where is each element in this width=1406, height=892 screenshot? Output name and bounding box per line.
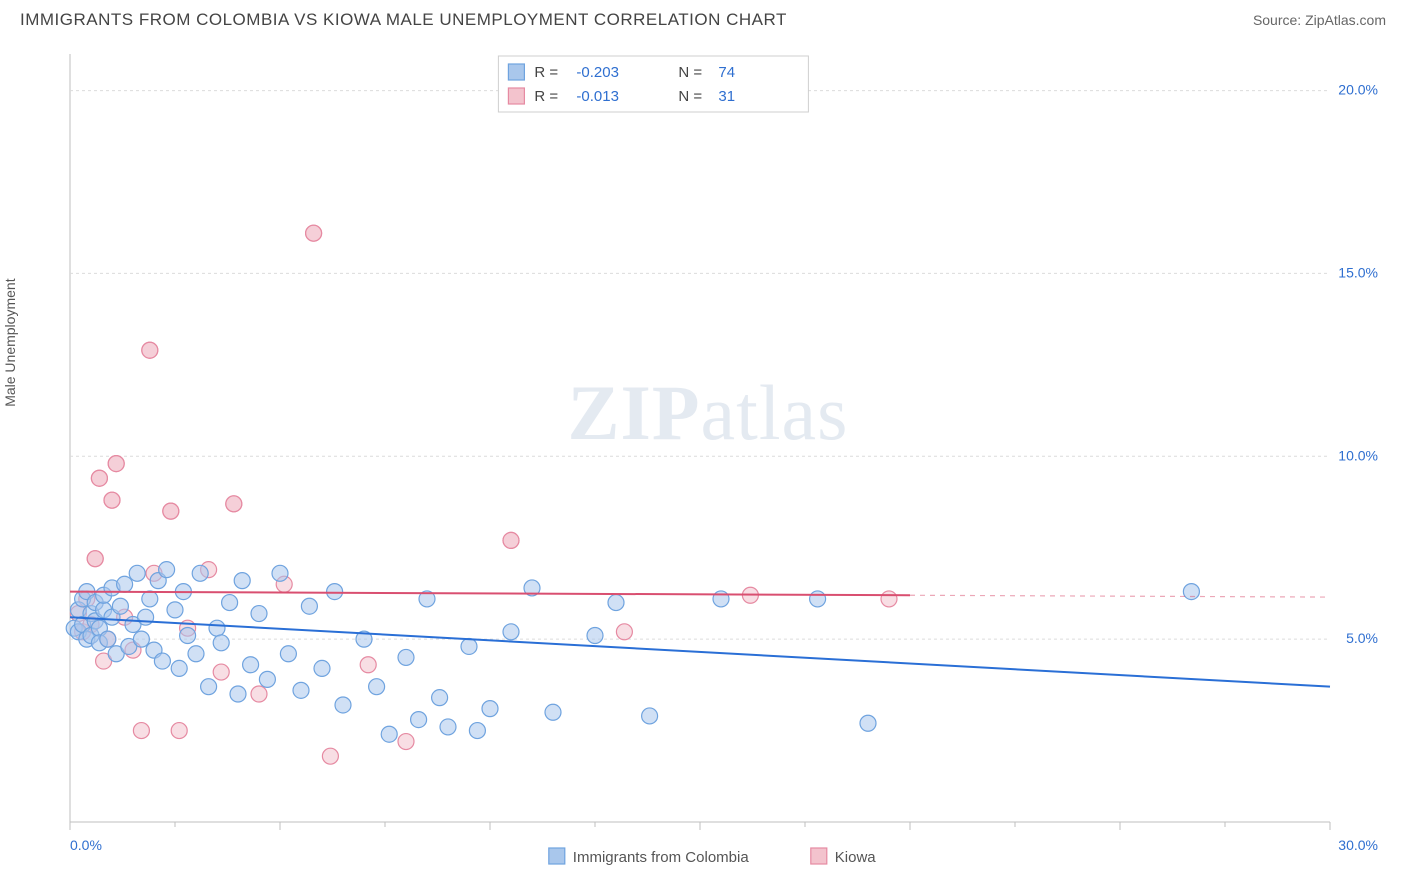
scatter-point <box>171 723 187 739</box>
y-axis-label: Male Unemployment <box>2 278 18 406</box>
scatter-point <box>469 723 485 739</box>
scatter-point <box>154 653 170 669</box>
legend-stat: N = <box>678 88 702 105</box>
x-tick-label: 0.0% <box>70 837 102 853</box>
trend-line-blue <box>70 617 1330 686</box>
scatter-point <box>142 591 158 607</box>
legend-label: Immigrants from Colombia <box>573 849 750 866</box>
y-tick-label: 5.0% <box>1346 630 1378 646</box>
scatter-point <box>314 660 330 676</box>
scatter-point <box>503 624 519 640</box>
legend-stat: N = <box>678 64 702 81</box>
scatter-point <box>398 649 414 665</box>
scatter-point <box>301 598 317 614</box>
x-tick-label: 30.0% <box>1338 837 1378 853</box>
scatter-point <box>133 723 149 739</box>
scatter-point <box>133 631 149 647</box>
y-tick-label: 15.0% <box>1338 264 1378 280</box>
scatter-point <box>713 591 729 607</box>
scatter-point <box>234 573 250 589</box>
scatter-point <box>213 664 229 680</box>
scatter-point <box>201 679 217 695</box>
legend-label: Kiowa <box>835 849 877 866</box>
scatter-point <box>272 565 288 581</box>
scatter-point <box>642 708 658 724</box>
scatter-point <box>243 657 259 673</box>
scatter-point <box>587 627 603 643</box>
legend-stat: 31 <box>718 88 735 105</box>
scatter-point <box>180 627 196 643</box>
legend-stat: 74 <box>718 64 735 81</box>
scatter-point <box>327 584 343 600</box>
legend-swatch <box>811 848 827 864</box>
scatter-point <box>322 748 338 764</box>
scatter-point <box>171 660 187 676</box>
scatter-point <box>192 565 208 581</box>
scatter-point <box>461 638 477 654</box>
y-tick-label: 20.0% <box>1338 82 1378 98</box>
legend-stat: -0.013 <box>576 88 619 105</box>
trend-line-pink <box>70 592 910 596</box>
y-tick-label: 10.0% <box>1338 447 1378 463</box>
scatter-point <box>230 686 246 702</box>
scatter-point <box>432 690 448 706</box>
legend-swatch <box>508 88 524 104</box>
scatter-point <box>112 598 128 614</box>
scatter-point <box>608 595 624 611</box>
scatter-point <box>440 719 456 735</box>
scatter-point <box>129 565 145 581</box>
scatter-point <box>482 701 498 717</box>
scatter-point <box>616 624 632 640</box>
scatter-point <box>167 602 183 618</box>
scatter-point <box>100 631 116 647</box>
source-attribution: Source: ZipAtlas.com <box>1253 12 1386 28</box>
scatter-point <box>398 734 414 750</box>
legend-swatch <box>508 64 524 80</box>
trend-line-pink-dashed <box>910 595 1330 597</box>
scatter-point <box>411 712 427 728</box>
scatter-point <box>381 726 397 742</box>
legend-stat: -0.203 <box>576 64 619 81</box>
scatter-point <box>360 657 376 673</box>
scatter-point <box>280 646 296 662</box>
scatter-point <box>860 715 876 731</box>
scatter-point <box>213 635 229 651</box>
scatter-point <box>545 704 561 720</box>
scatter-point <box>159 562 175 578</box>
correlation-chart: 5.0% 10.0% 15.0% 20.0% 0.0% 30.0% R = -0.203 N =… <box>20 44 1396 882</box>
scatter-point <box>369 679 385 695</box>
scatter-point <box>1183 584 1199 600</box>
scatter-point <box>335 697 351 713</box>
scatter-point <box>251 606 267 622</box>
scatter-point <box>209 620 225 636</box>
legend-stat: R = <box>534 88 558 105</box>
scatter-point <box>251 686 267 702</box>
scatter-point <box>810 591 826 607</box>
scatter-point <box>881 591 897 607</box>
scatter-point <box>222 595 238 611</box>
scatter-point <box>259 671 275 687</box>
scatter-point <box>138 609 154 625</box>
scatter-point <box>188 646 204 662</box>
scatter-point <box>117 576 133 592</box>
scatter-point <box>293 682 309 698</box>
legend-swatch <box>549 848 565 864</box>
chart-title: IMMIGRANTS FROM COLOMBIA VS KIOWA MALE U… <box>20 10 787 30</box>
legend-stat: R = <box>534 64 558 81</box>
